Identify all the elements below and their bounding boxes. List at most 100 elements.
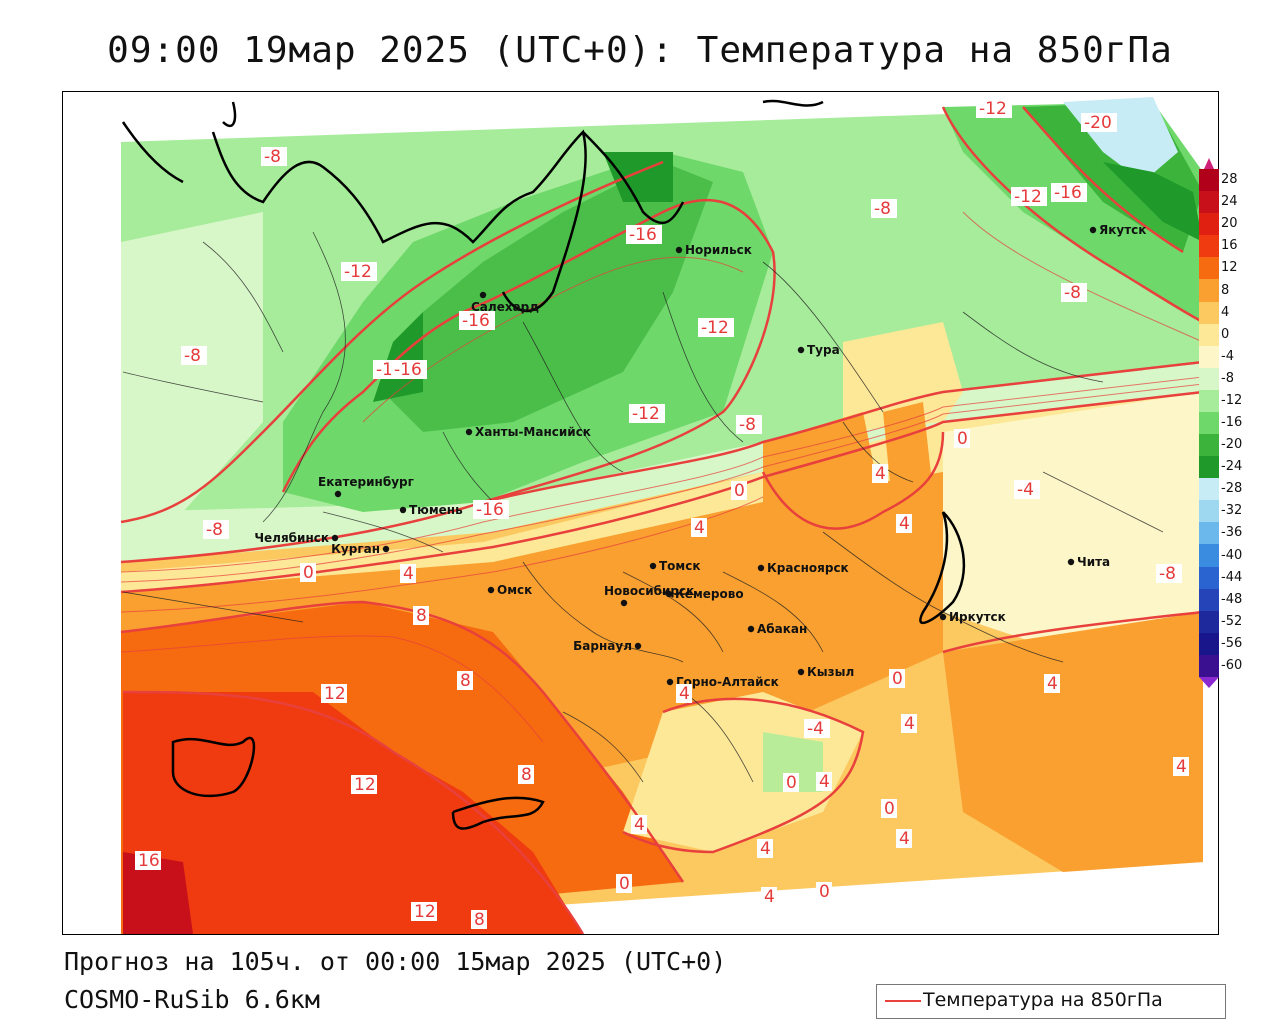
city-marker — [399, 506, 407, 514]
contour-label: 4 — [899, 514, 910, 534]
contour-label-bg — [1156, 564, 1182, 583]
colorbar-tick-label: -28 — [1221, 481, 1243, 497]
contour-label-bg — [203, 520, 229, 539]
colorbar-swatch — [1199, 345, 1219, 369]
contour-label-bg — [413, 606, 429, 625]
contour-label: -12 — [1014, 187, 1042, 207]
colorbar-swatch — [1199, 191, 1219, 214]
city-label: Чита — [1077, 555, 1110, 569]
city-marker — [479, 291, 487, 299]
colorbar-tick-label: -36 — [1221, 525, 1243, 541]
colorbar-swatch — [1199, 301, 1219, 325]
colorbar-tick-label: 4 — [1221, 304, 1230, 320]
contour-label: 8 — [416, 606, 427, 626]
contour-label: 0 — [786, 773, 797, 793]
colorbar-tick-label: 8 — [1221, 282, 1230, 298]
city-marker — [665, 590, 673, 598]
contour-label: 4 — [764, 887, 775, 907]
city-label: Горно-Алтайск — [676, 675, 779, 689]
contour-label-bg — [896, 829, 912, 848]
contour-label-bg — [351, 775, 377, 794]
city-marker — [747, 625, 755, 633]
contour-label: 12 — [414, 902, 436, 922]
city-marker — [620, 599, 628, 607]
colorbar-swatch — [1199, 522, 1219, 545]
colorbar-tick-label: 24 — [1221, 194, 1238, 210]
colorbar-swatch — [1199, 257, 1219, 280]
thin-isotherms — [120, 211, 1204, 743]
contour-label: 16 — [138, 851, 160, 871]
contour-label-bg — [736, 415, 762, 434]
city-marker — [634, 642, 642, 650]
contour-label-bg — [1014, 480, 1040, 499]
contour-label-bg — [261, 147, 287, 166]
colorbar-swatch — [1199, 632, 1219, 656]
contour-label: -16 — [629, 225, 657, 245]
city-label: Курган — [331, 542, 380, 556]
contour-label: -8 — [206, 520, 223, 540]
colorbar-tick-label: -52 — [1221, 613, 1243, 629]
coastlines — [121, 99, 966, 830]
colorbar-tick-label: 20 — [1221, 216, 1238, 232]
contour-label-bg — [473, 500, 509, 519]
city-marker — [331, 534, 339, 542]
colorbar-tick-label: 12 — [1221, 260, 1238, 276]
contour-label: -16 — [394, 360, 422, 380]
contour-label: -4 — [1017, 480, 1034, 500]
contour-label: 0 — [619, 874, 630, 894]
colorbar-tick-label: -12 — [1221, 392, 1243, 408]
city-label: Барнаул — [573, 639, 632, 653]
contour-label: 4 — [899, 829, 910, 849]
contour-label: 12 — [354, 775, 376, 795]
colorbar-tick-label: -48 — [1221, 591, 1243, 607]
contour-label-bg — [181, 346, 207, 365]
colorbar-swatch — [1199, 323, 1219, 347]
colorbar-swatch — [1199, 588, 1219, 612]
model-info: COSMO-RuSib 6.6км — [64, 985, 320, 1014]
city-label: Норильск — [685, 243, 752, 257]
contour-label: 12 — [324, 684, 346, 704]
contour-label: -16 — [1054, 183, 1082, 203]
colorbar-swatch — [1199, 213, 1219, 236]
colorbar-bottom-arrow — [1199, 676, 1219, 688]
colorbar-tick-label: 16 — [1221, 238, 1238, 254]
contour-label-bg — [816, 772, 832, 791]
contour-label: 4 — [875, 464, 886, 484]
legend: Температура на 850гПа — [876, 984, 1226, 1019]
contour-label: 0 — [892, 669, 903, 689]
colorbar-swatch — [1199, 169, 1219, 192]
contour-label-bg — [457, 671, 473, 690]
colorbar-tick-label: -24 — [1221, 459, 1243, 475]
contour-label-bg — [896, 514, 912, 533]
contour-label-bg — [881, 799, 897, 818]
contour-label-bg — [1081, 113, 1117, 132]
contour-label-bg — [391, 360, 427, 379]
colorbar-tick-label: 0 — [1221, 326, 1230, 342]
colorbar-swatch — [1199, 456, 1219, 479]
colorbar-tick-label: -4 — [1221, 348, 1234, 364]
temperature-map: Норильск Якутск Салехард Тура Ханты-Мансийск… — [62, 91, 1219, 935]
contour-label-bg — [676, 684, 692, 703]
contour-label-bg — [698, 318, 734, 337]
colorbar-tick-label: -40 — [1221, 547, 1243, 563]
contour-label: 4 — [1047, 674, 1058, 694]
colorbar-tick-label: -8 — [1221, 370, 1234, 386]
colorbar-tick-label: -20 — [1221, 437, 1243, 453]
contour-labels-layer: -8 -12 -20 -12 -16 -8 -16 -12 -8 -16 -12 -16 -8 -12 -8… — [135, 99, 1189, 930]
city-marker — [939, 613, 947, 621]
city-marker — [666, 678, 674, 686]
contour-label: 8 — [474, 910, 485, 930]
contour-label-bg — [629, 404, 665, 423]
city-marker — [675, 246, 683, 254]
colorbar-swatch — [1199, 478, 1219, 501]
colorbar-tick-label: 28 — [1221, 172, 1238, 188]
contour-label: -4 — [807, 719, 824, 739]
city-label: Тура — [807, 343, 840, 357]
contour-label-bg — [471, 910, 487, 929]
city-marker — [382, 545, 390, 553]
forecast-info: Прогноз на 105ч. от 00:00 15мар 2025 (UT… — [64, 947, 727, 976]
contour-label-bg — [626, 225, 662, 244]
contour-label: -16 — [476, 500, 504, 520]
contour-label-bg — [976, 99, 1012, 118]
city-label: Тюмень — [409, 503, 463, 517]
